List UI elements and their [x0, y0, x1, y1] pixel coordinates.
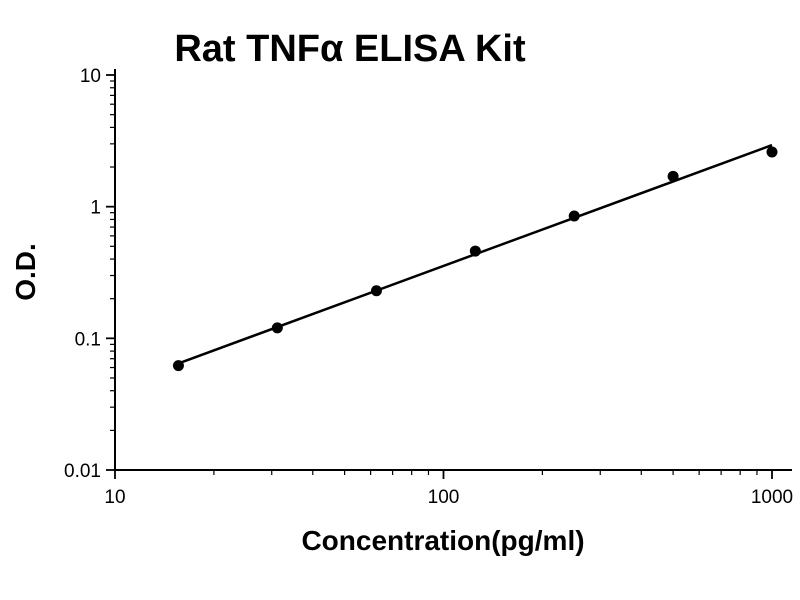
y-tick-label: 0.1: [75, 329, 101, 350]
data-point: [568, 210, 580, 222]
x-axis-label: Concentration(pg/ml): [301, 525, 585, 556]
data-point: [766, 146, 778, 158]
data-point: [370, 285, 382, 297]
data-point: [271, 322, 283, 334]
data-point: [469, 245, 481, 257]
x-tick-label: 100: [428, 487, 460, 508]
y-tick-label: 1: [90, 198, 101, 219]
data-point: [172, 360, 184, 372]
chart-title: Rat TNFα ELISA Kit: [174, 28, 526, 70]
x-tick-label: 10: [104, 487, 125, 508]
y-tick-label: 10: [80, 66, 101, 87]
y-tick-label: 0.01: [64, 461, 101, 482]
x-tick-label: 1000: [751, 487, 793, 508]
data-point: [667, 170, 679, 182]
